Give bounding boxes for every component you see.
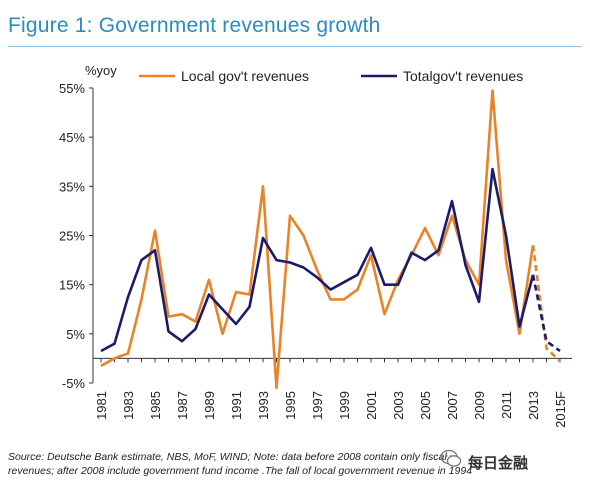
chart-source-note: Source: Deutsche Bank estimate, NBS, MoF… <box>8 450 568 478</box>
x-tick-label: 2011 <box>499 391 514 419</box>
series-total-line <box>100 167 535 353</box>
y-tick-label: 35% <box>59 179 85 194</box>
x-tick-label: 2009 <box>472 391 487 420</box>
series-total-forecast-line <box>531 274 561 353</box>
legend-local-label: Local gov't revenues <box>181 68 309 84</box>
wechat-icon <box>440 449 462 467</box>
x-tick-label: 1987 <box>175 391 190 420</box>
x-tick-label: 2005 <box>418 391 433 420</box>
legend-total-label: Totalgov't revenues <box>403 68 523 84</box>
x-tick-label: 1993 <box>256 391 271 420</box>
source-line-1: Source: Deutsche Bank estimate, NBS, MoF… <box>8 451 447 463</box>
y-tick-label: 5% <box>66 327 85 342</box>
x-tick-label: 2007 <box>445 391 460 420</box>
series-local-forecast-line <box>531 245 561 362</box>
x-tick-label: 2001 <box>364 391 379 420</box>
y-tick-label: 45% <box>59 130 85 145</box>
x-tick-label: 1995 <box>283 391 298 420</box>
x-tick-label: 1981 <box>94 391 109 420</box>
x-tick-label: 1983 <box>121 391 136 420</box>
y-tick-label: 15% <box>59 278 85 293</box>
series-local-line <box>100 89 535 390</box>
source-line-2: revenues; after 2008 include government … <box>8 465 473 477</box>
x-tick-label: 2015F <box>553 391 568 428</box>
x-tick-label: 1985 <box>148 391 163 420</box>
x-tick-label: 1997 <box>310 391 325 420</box>
y-tick-label: 25% <box>59 229 85 244</box>
chart-title: Figure 1: Government revenues growth <box>8 14 381 37</box>
x-tick-label: 2013 <box>526 391 541 420</box>
y-tick-label: 55% <box>59 81 85 96</box>
watermark-text: 每日金融 <box>468 455 529 472</box>
title-divider <box>8 46 582 47</box>
x-tick-label: 2003 <box>391 391 406 420</box>
y-tick-label: -5% <box>62 376 86 391</box>
x-tick-label: 1999 <box>337 391 352 420</box>
y-axis-label: %yoy <box>85 63 117 78</box>
x-tick-label: 1991 <box>229 391 244 420</box>
x-tick-label: 1989 <box>202 391 217 420</box>
